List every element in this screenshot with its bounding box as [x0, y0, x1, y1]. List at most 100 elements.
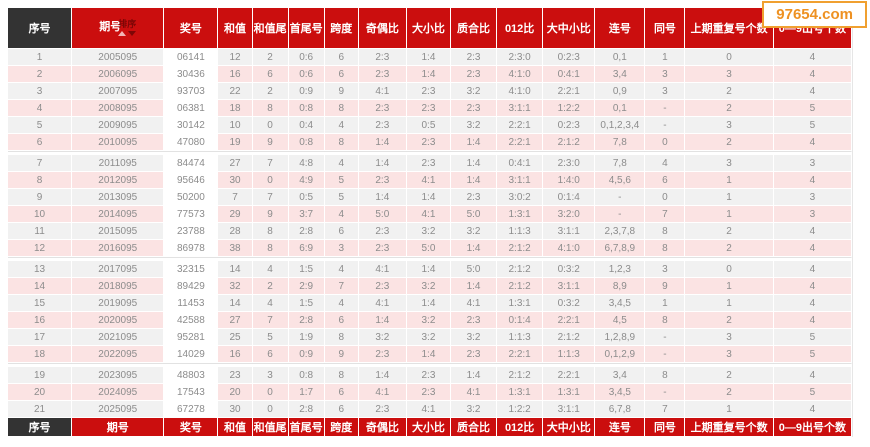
table-row: 4 2008095 06381 18 8 0:8 8 2:3 2:3 2:3 3:1:1 1:2:2 0…: [8, 100, 852, 117]
header-number: 奖号: [164, 8, 219, 49]
cell-same-digit: 7: [645, 401, 686, 418]
group-separator: [8, 363, 852, 367]
cell-big-mid-small: 3:1:1: [543, 278, 596, 295]
cell-number: 48803: [164, 367, 219, 384]
cell-odd-even: 2:3: [358, 117, 407, 134]
cell-period: 2005095: [72, 49, 165, 66]
watermark: 97654.com: [762, 1, 867, 28]
cell-prev-repeat: 2: [685, 83, 774, 100]
cell-min-max: 2:8: [288, 223, 325, 240]
cell-sum: 18: [218, 100, 253, 117]
cell-period: 2016095: [72, 240, 165, 257]
header-row: 序号 期号 排序 奖号 和值 和值尾 首尾号 跨度 奇偶比 大小比 质合比 012比 大中小比 连号 同号上…: [8, 8, 852, 49]
cell-span: 6: [324, 66, 359, 83]
sort-asc-icon[interactable]: [118, 31, 127, 36]
cell-period: 2006095: [72, 66, 165, 83]
cell-sum-tail: 6: [252, 66, 289, 83]
header-period[interactable]: 期号 排序: [72, 8, 165, 49]
table-row: 7 2011095 84474 27 7 4:8 4 1:4 2:3 1:4 0:4:1 2:3:0 7…: [8, 155, 852, 172]
cell-consecutive: 4,5: [595, 312, 646, 329]
cell-big-small: 2:3: [406, 100, 451, 117]
cell-sum: 28: [218, 223, 253, 240]
header-zero-one-two: 012比: [497, 8, 544, 49]
cell-big-mid-small: 4:1:0: [543, 240, 596, 257]
cell-index: 5: [8, 117, 73, 134]
cell-same-digit: -: [645, 384, 686, 401]
sort-desc-icon[interactable]: [128, 31, 137, 36]
cell-odd-even: 2:3: [358, 172, 407, 189]
footer-period: 期号: [72, 418, 165, 437]
cell-zero-one-two: 1:3:1: [497, 384, 544, 401]
cell-big-small: 2:3: [406, 134, 451, 151]
cell-big-mid-small: 2:1:2: [543, 329, 596, 346]
cell-odd-even: 4:1: [358, 295, 407, 312]
cell-sum-tail: 8: [252, 223, 289, 240]
cell-same-digit: -: [645, 329, 686, 346]
cell-same-digit: -: [645, 346, 686, 363]
cell-big-mid-small: 2:2:1: [543, 312, 596, 329]
cell-min-max: 1:5: [288, 295, 325, 312]
cell-sum-tail: 2: [252, 49, 289, 66]
cell-zero-one-two: 3:1:1: [497, 100, 544, 117]
cell-number: 11453: [164, 295, 219, 312]
cell-zero-one-two: 2:1:2: [497, 278, 544, 295]
cell-sum-tail: 4: [252, 295, 289, 312]
cell-odd-even: 2:3: [358, 223, 407, 240]
header-min-max: 首尾号: [288, 8, 325, 49]
cell-min-max: 1:7: [288, 384, 325, 401]
table-row: 12 2016095 86978 38 8 6:9 3 2:3 5:0 1:4 2:1:2 4:1:0…: [8, 240, 852, 257]
cell-span: 6: [324, 49, 359, 66]
cell-sum: 20: [218, 384, 253, 401]
cell-zero-one-two: 1:3:1: [497, 295, 544, 312]
cell-digit-count: 4: [773, 83, 852, 100]
cell-index: 2: [8, 66, 73, 83]
cell-period: 2007095: [72, 83, 165, 100]
cell-same-digit: 9: [645, 278, 686, 295]
cell-min-max: 1:5: [288, 261, 325, 278]
cell-big-small: 1:4: [406, 295, 451, 312]
footer-span: 跨度: [324, 418, 359, 437]
cell-period: 2011095: [72, 155, 165, 172]
cell-span: 8: [324, 367, 359, 384]
cell-min-max: 0:8: [288, 134, 325, 151]
cell-index: 15: [8, 295, 73, 312]
cell-zero-one-two: 1:3:1: [497, 206, 544, 223]
cell-period: 2021095: [72, 329, 165, 346]
cell-sum: 32: [218, 278, 253, 295]
sort-control[interactable]: 排序: [118, 20, 136, 36]
cell-consecutive: 2,3,7,8: [595, 223, 646, 240]
cell-period: 2013095: [72, 189, 165, 206]
cell-odd-even: 4:1: [358, 83, 407, 100]
cell-big-mid-small: 0:3:2: [543, 261, 596, 278]
cell-span: 6: [324, 223, 359, 240]
cell-prev-repeat: 2: [685, 312, 774, 329]
cell-consecutive: 1,2,8,9: [595, 329, 646, 346]
cell-zero-one-two: 3:1:1: [497, 172, 544, 189]
cell-sum: 27: [218, 312, 253, 329]
cell-period: 2010095: [72, 134, 165, 151]
cell-zero-one-two: 2:1:2: [497, 240, 544, 257]
cell-digit-count: 5: [773, 346, 852, 363]
table-row: 15 2019095 11453 14 4 1:5 4 4:1 1:4 4:1 1:3:1 0:3:2…: [8, 295, 852, 312]
cell-min-max: 0:6: [288, 66, 325, 83]
cell-big-small: 1:4: [406, 346, 451, 363]
cell-number: 32315: [164, 261, 219, 278]
cell-digit-count: 4: [773, 367, 852, 384]
cell-min-max: 0:8: [288, 100, 325, 117]
footer-same-digit: 同号: [645, 418, 686, 437]
cell-consecutive: 3,4,5: [595, 295, 646, 312]
cell-span: 5: [324, 189, 359, 206]
header-same-digit: 同号: [645, 8, 686, 49]
cell-zero-one-two: 2:1:2: [497, 261, 544, 278]
cell-number: 14029: [164, 346, 219, 363]
cell-consecutive: 6,7,8: [595, 401, 646, 418]
cell-index: 20: [8, 384, 73, 401]
cell-min-max: 4:8: [288, 155, 325, 172]
cell-odd-even: 2:3: [358, 401, 407, 418]
cell-digit-count: 4: [773, 134, 852, 151]
header-prime-composite: 质合比: [450, 8, 498, 49]
cell-prime-composite: 5:0: [450, 261, 498, 278]
cell-prev-repeat: 2: [685, 223, 774, 240]
cell-big-mid-small: 2:2:1: [543, 367, 596, 384]
cell-sum-tail: 8: [252, 100, 289, 117]
